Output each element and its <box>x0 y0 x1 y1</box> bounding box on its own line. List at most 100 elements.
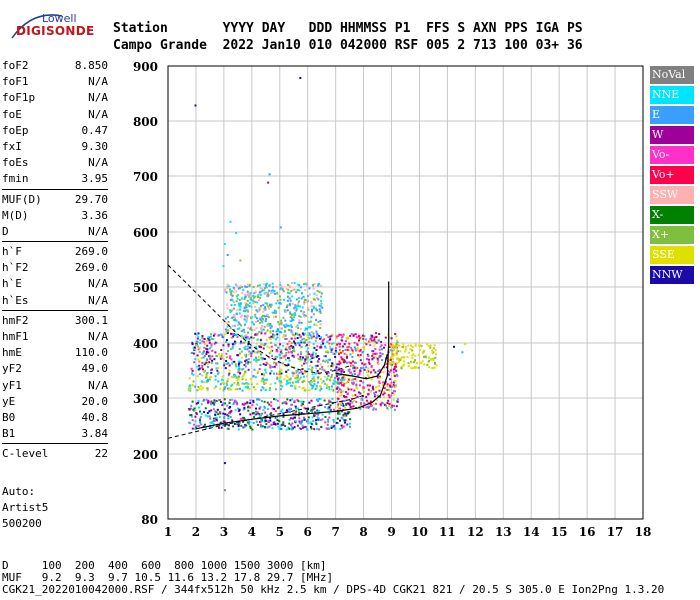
echo-point <box>219 383 222 386</box>
echo-point <box>343 419 346 422</box>
echo-point <box>203 338 206 340</box>
echo-point <box>245 378 248 381</box>
echo-point <box>453 345 455 348</box>
x-tick-label: 8 <box>359 525 367 539</box>
param-label: h`E <box>2 277 22 291</box>
echo-point <box>340 380 343 383</box>
echo-point <box>247 361 250 364</box>
echo-point <box>309 410 312 412</box>
echo-point <box>219 355 222 358</box>
echo-point <box>274 355 277 358</box>
echo-point <box>238 304 241 307</box>
param-value: N/A <box>88 107 108 121</box>
echo-point <box>302 312 304 315</box>
echo-point <box>197 345 200 348</box>
echo-point <box>345 337 348 340</box>
echo-point <box>383 387 386 390</box>
echo-point <box>327 371 330 374</box>
echo-point <box>192 408 195 411</box>
echo-point <box>337 403 340 406</box>
echo-point <box>312 313 315 316</box>
echo-point <box>303 371 306 374</box>
echo-point <box>318 403 321 406</box>
echo-point <box>352 405 355 408</box>
legend: NoVal NNE E W Vo- Vo+ SSW X- X+ SSE NNW <box>650 66 694 286</box>
echo-point <box>187 389 190 392</box>
echo-point <box>255 361 258 364</box>
echo-point <box>236 423 239 426</box>
echo-point <box>226 413 229 416</box>
param-row: fmin 3.95 <box>2 171 108 187</box>
echo-point <box>279 388 282 391</box>
echo-point <box>293 416 296 419</box>
echo-point <box>292 412 295 415</box>
echo-point <box>275 349 278 351</box>
echo-point <box>194 104 197 107</box>
echo-point <box>225 291 228 294</box>
echo-point <box>274 358 277 360</box>
echo-point <box>375 336 378 338</box>
echo-point <box>196 375 199 378</box>
echo-point <box>336 391 339 394</box>
echo-point <box>193 409 196 412</box>
echo-point <box>395 335 398 338</box>
echo-point <box>310 427 313 430</box>
echo-point <box>412 361 415 364</box>
echo-point <box>274 423 277 426</box>
echo-point <box>291 384 294 387</box>
echo-point <box>393 362 395 365</box>
echo-point <box>259 307 262 310</box>
echo-point <box>233 401 236 404</box>
echo-point <box>340 372 343 375</box>
echo-point <box>255 413 258 416</box>
echo-point <box>192 352 195 355</box>
echo-point <box>255 320 257 323</box>
echo-point <box>237 425 240 428</box>
echo-point <box>317 376 320 379</box>
echo-point <box>303 426 306 429</box>
echo-point <box>255 345 258 348</box>
echo-point <box>319 323 322 326</box>
echo-point <box>314 388 317 390</box>
echo-point <box>198 351 201 353</box>
echo-point <box>358 373 361 376</box>
echo-point <box>220 352 223 355</box>
echo-point <box>236 403 239 406</box>
echo-point <box>222 358 225 361</box>
echo-point <box>320 386 322 388</box>
echo-point <box>361 334 364 337</box>
echo-point <box>244 304 247 307</box>
echo-point <box>354 368 357 371</box>
echo-point <box>248 295 251 298</box>
echo-point <box>286 343 289 346</box>
echo-point <box>269 365 272 368</box>
x-tick-label: 7 <box>331 525 339 539</box>
echo-point <box>344 399 347 402</box>
echo-point <box>267 305 270 308</box>
echo-point <box>381 348 383 351</box>
echo-point <box>268 338 271 340</box>
echo-point <box>236 297 239 300</box>
echo-point <box>354 361 357 364</box>
echo-point <box>297 283 300 286</box>
echo-point <box>225 384 228 387</box>
echo-point <box>337 422 340 424</box>
echo-point <box>219 400 222 403</box>
echo-point <box>246 300 249 302</box>
echo-point <box>328 406 331 409</box>
echo-point <box>306 320 309 323</box>
echo-point <box>281 288 284 291</box>
echo-point <box>193 361 196 364</box>
echo-point <box>393 375 396 377</box>
echo-point <box>252 412 255 414</box>
echo-point <box>294 313 296 316</box>
echo-point <box>236 421 239 424</box>
echo-point <box>247 362 249 365</box>
x-tick-label: 13 <box>495 525 512 539</box>
echo-point <box>287 357 290 360</box>
echo-point <box>262 363 265 366</box>
echo-point <box>215 416 218 419</box>
echo-point <box>249 328 252 331</box>
echo-point <box>195 412 198 415</box>
